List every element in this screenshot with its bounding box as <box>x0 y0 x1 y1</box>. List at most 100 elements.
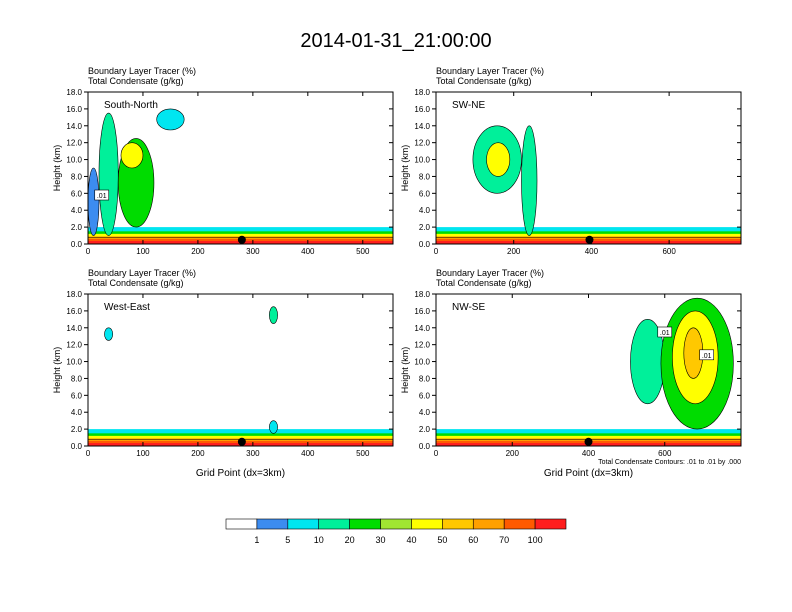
y-tick-label: 12.0 <box>414 139 430 148</box>
colorbar-label: 70 <box>499 535 509 545</box>
x-axis-label: Grid Point (dx=3km) <box>196 468 285 479</box>
y-tick-label: 0.0 <box>419 442 431 451</box>
y-tick-label: 6.0 <box>71 189 83 198</box>
panel-name: NW-SE <box>452 302 485 313</box>
tracer-blob <box>269 306 278 324</box>
plot-frame <box>435 91 742 245</box>
x-tick-label: 500 <box>356 449 370 458</box>
location-marker <box>584 437 593 446</box>
panel-header-line1: Boundary Layer Tracer (%) <box>436 66 544 76</box>
location-marker <box>237 437 246 446</box>
x-tick-label: 300 <box>246 247 260 256</box>
panel-header-line2: Total Condensate (g/kg) <box>436 76 532 86</box>
tracer-blob <box>521 125 538 236</box>
panel-nw-se: 0.0 2.0 4.0 6.0 8.0 10.0 12.0 14.0 16.0 18.0 0 200 4… <box>400 268 742 479</box>
colorbar-label: 100 <box>528 535 543 545</box>
y-tick-label: 6.0 <box>419 391 431 400</box>
x-tick-label: 400 <box>585 247 599 256</box>
x-tick-label: 200 <box>507 247 521 256</box>
colorbar-label: 30 <box>376 535 386 545</box>
plot-area <box>88 306 393 446</box>
y-tick-label: 16.0 <box>66 105 82 114</box>
panel-header-line1: Boundary Layer Tracer (%) <box>88 268 196 278</box>
panel-south-north: 0.0 2.0 4.0 6.0 8.0 10.0 12.0 14.0 16.0 18.0 0 100 2… <box>52 66 394 256</box>
y-axis-label: Height (km) <box>52 145 62 192</box>
y-tick-label: 12.0 <box>66 341 82 350</box>
tracer-blob <box>88 167 100 236</box>
x-tick-label: 0 <box>434 449 439 458</box>
location-marker <box>237 235 246 244</box>
y-tick-label: 12.0 <box>66 139 82 148</box>
panels-group: 0.0 2.0 4.0 6.0 8.0 10.0 12.0 14.0 16.0 18.0 0 100 2… <box>52 66 742 479</box>
tracer-blob <box>98 112 119 236</box>
y-tick-label: 8.0 <box>71 172 83 181</box>
y-tick-label: 4.0 <box>71 206 83 215</box>
y-tick-label: 6.0 <box>71 391 83 400</box>
location-marker <box>585 235 594 244</box>
y-tick-label: 4.0 <box>419 206 431 215</box>
colorbar-label: 5 <box>285 535 290 545</box>
y-tick-label: 18.0 <box>66 88 82 97</box>
panel-name: SW-NE <box>452 100 485 111</box>
x-tick-label: 200 <box>191 247 205 256</box>
y-tick-label: 4.0 <box>419 408 431 417</box>
colorbar: 1 5 10 20 30 40 50 60 70 100 <box>225 518 567 545</box>
x-tick-label: 600 <box>662 247 676 256</box>
x-tick-label: 200 <box>191 449 205 458</box>
y-tick-label: 18.0 <box>66 290 82 299</box>
panel-west-east: 0.0 2.0 4.0 6.0 8.0 10.0 12.0 14.0 16.0 18.0 0 100 2… <box>52 268 394 479</box>
y-tick-label: 6.0 <box>419 189 431 198</box>
plot-frame <box>87 293 394 447</box>
y-tick-label: 2.0 <box>71 223 83 232</box>
panel-header-line2: Total Condensate (g/kg) <box>436 278 532 288</box>
contour-label-box <box>699 349 714 361</box>
x-tick-label: 500 <box>356 247 370 256</box>
y-tick-label: 2.0 <box>419 425 431 434</box>
contour-label: .01 <box>660 330 670 337</box>
y-axis-label: Height (km) <box>400 347 410 394</box>
colorbar-swatch <box>503 518 536 530</box>
colorbar-swatch <box>256 518 289 530</box>
y-tick-label: 8.0 <box>419 374 431 383</box>
y-tick-label: 14.0 <box>66 122 82 131</box>
panel-header-line1: Boundary Layer Tracer (%) <box>88 66 196 76</box>
colorbar-label: 1 <box>254 535 259 545</box>
plot-area <box>436 125 741 244</box>
contour-label-box <box>94 189 110 201</box>
contour-label-box <box>657 326 673 338</box>
colorbar-swatch <box>442 518 474 530</box>
x-tick-label: 400 <box>301 247 315 256</box>
colorbar-swatch <box>534 518 567 530</box>
y-tick-label: 8.0 <box>419 172 431 181</box>
colorbar-swatch <box>380 518 412 530</box>
tracer-blob <box>486 142 511 177</box>
y-tick-label: 14.0 <box>66 324 82 333</box>
x-tick-label: 200 <box>506 449 520 458</box>
x-tick-label: 300 <box>246 449 260 458</box>
tracer-blob <box>269 420 278 434</box>
panel-header-line1: Boundary Layer Tracer (%) <box>436 268 544 278</box>
x-tick-label: 0 <box>434 247 439 256</box>
y-tick-label: 16.0 <box>414 307 430 316</box>
colorbar-swatch <box>472 518 505 530</box>
contour-footnote: Total Condensate Contours: .01 to .01 by… <box>598 459 741 466</box>
colorbar-swatch <box>318 518 350 530</box>
y-tick-label: 18.0 <box>414 88 430 97</box>
x-tick-label: 400 <box>301 449 315 458</box>
y-tick-label: 14.0 <box>414 122 430 131</box>
contour-label: .01 <box>702 353 712 360</box>
x-tick-label: 100 <box>136 247 150 256</box>
y-tick-label: 10.0 <box>414 156 430 165</box>
y-tick-label: 4.0 <box>71 408 83 417</box>
y-tick-label: 10.0 <box>66 156 82 165</box>
x-tick-label: 0 <box>86 247 91 256</box>
y-tick-label: 14.0 <box>414 324 430 333</box>
colorbar-swatch <box>411 518 443 530</box>
y-tick-label: 10.0 <box>66 358 82 367</box>
panel-sw-ne: 0.0 2.0 4.0 6.0 8.0 10.0 12.0 14.0 16.0 18.0 0 200 4… <box>400 66 742 256</box>
tracer-blob <box>104 327 114 341</box>
colorbar-label: 50 <box>437 535 447 545</box>
y-axis-label: Height (km) <box>52 347 62 394</box>
y-axis-label: Height (km) <box>400 145 410 192</box>
